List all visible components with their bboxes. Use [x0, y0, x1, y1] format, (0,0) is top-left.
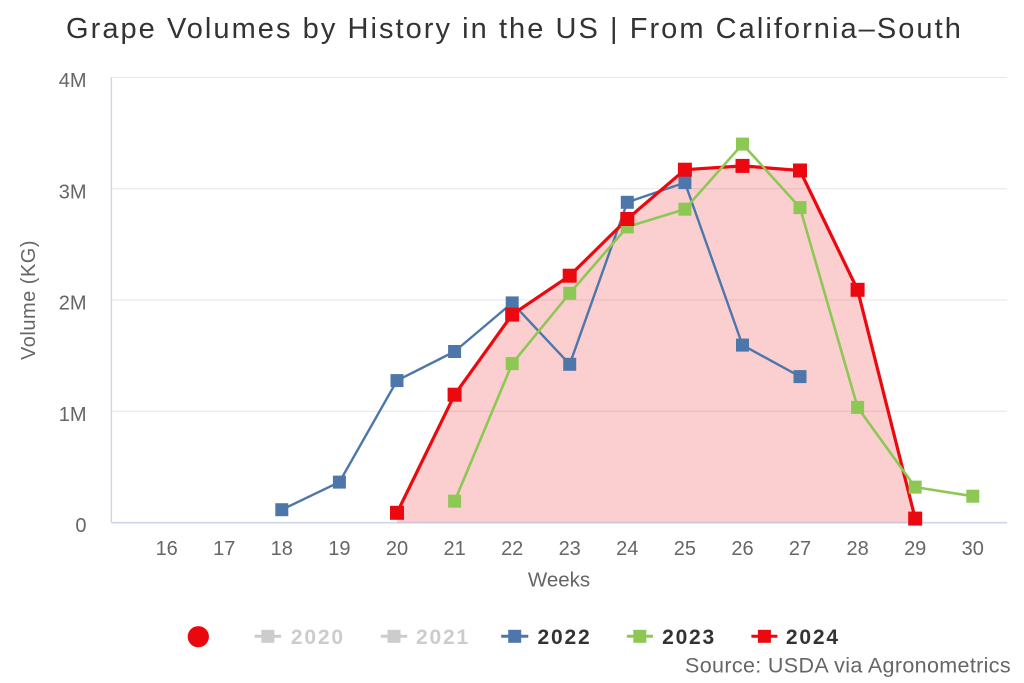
- svg-text:22: 22: [501, 538, 523, 560]
- svg-text:Volume (KG): Volume (KG): [18, 240, 40, 360]
- svg-text:30: 30: [962, 538, 984, 560]
- svg-text:19: 19: [328, 538, 350, 560]
- svg-text:25: 25: [674, 538, 696, 560]
- svg-text:27: 27: [789, 538, 811, 560]
- svg-text:28: 28: [846, 538, 868, 560]
- svg-text:2021: 2021: [416, 626, 470, 649]
- svg-text:Source: USDA via Agronometrics: Source: USDA via Agronometrics: [685, 654, 1011, 678]
- svg-text:2M: 2M: [59, 293, 87, 315]
- svg-text:3M: 3M: [59, 181, 87, 203]
- svg-text:18: 18: [271, 538, 293, 560]
- svg-text:26: 26: [731, 538, 753, 560]
- svg-text:29: 29: [904, 538, 926, 560]
- svg-text:Weeks: Weeks: [528, 569, 590, 592]
- svg-text:24: 24: [616, 538, 638, 560]
- svg-text:Grape Volumes by History in th: Grape Volumes by History in the US | Fro…: [66, 13, 963, 45]
- svg-text:4M: 4M: [59, 70, 87, 92]
- svg-text:2024: 2024: [786, 626, 840, 649]
- svg-text:23: 23: [559, 538, 581, 560]
- svg-text:0: 0: [75, 515, 86, 537]
- svg-text:2020: 2020: [291, 626, 345, 649]
- svg-text:21: 21: [443, 538, 465, 560]
- svg-text:2022: 2022: [538, 626, 592, 649]
- svg-text:17: 17: [213, 538, 235, 560]
- svg-text:2023: 2023: [662, 626, 716, 649]
- svg-text:1M: 1M: [59, 404, 87, 426]
- svg-text:16: 16: [156, 538, 178, 560]
- svg-text:20: 20: [386, 538, 408, 560]
